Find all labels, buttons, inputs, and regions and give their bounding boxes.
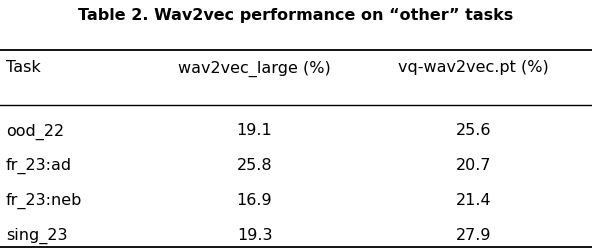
Text: 16.9: 16.9	[237, 193, 272, 208]
Text: Table 2. Wav2vec performance on “other” tasks: Table 2. Wav2vec performance on “other” …	[78, 8, 514, 23]
Text: vq-wav2vec.pt (%): vq-wav2vec.pt (%)	[398, 60, 549, 76]
Text: fr_23:neb: fr_23:neb	[6, 193, 82, 209]
Text: Task: Task	[6, 60, 41, 76]
Text: 25.8: 25.8	[237, 158, 272, 173]
Text: 19.1: 19.1	[237, 123, 272, 139]
Text: 27.9: 27.9	[456, 228, 491, 243]
Text: wav2vec_large (%): wav2vec_large (%)	[178, 60, 331, 77]
Text: ood_22: ood_22	[6, 123, 64, 140]
Text: 25.6: 25.6	[456, 123, 491, 139]
Text: fr_23:ad: fr_23:ad	[6, 158, 72, 174]
Text: 19.3: 19.3	[237, 228, 272, 243]
Text: sing_23: sing_23	[6, 228, 67, 244]
Text: 20.7: 20.7	[456, 158, 491, 173]
Text: 21.4: 21.4	[456, 193, 491, 208]
